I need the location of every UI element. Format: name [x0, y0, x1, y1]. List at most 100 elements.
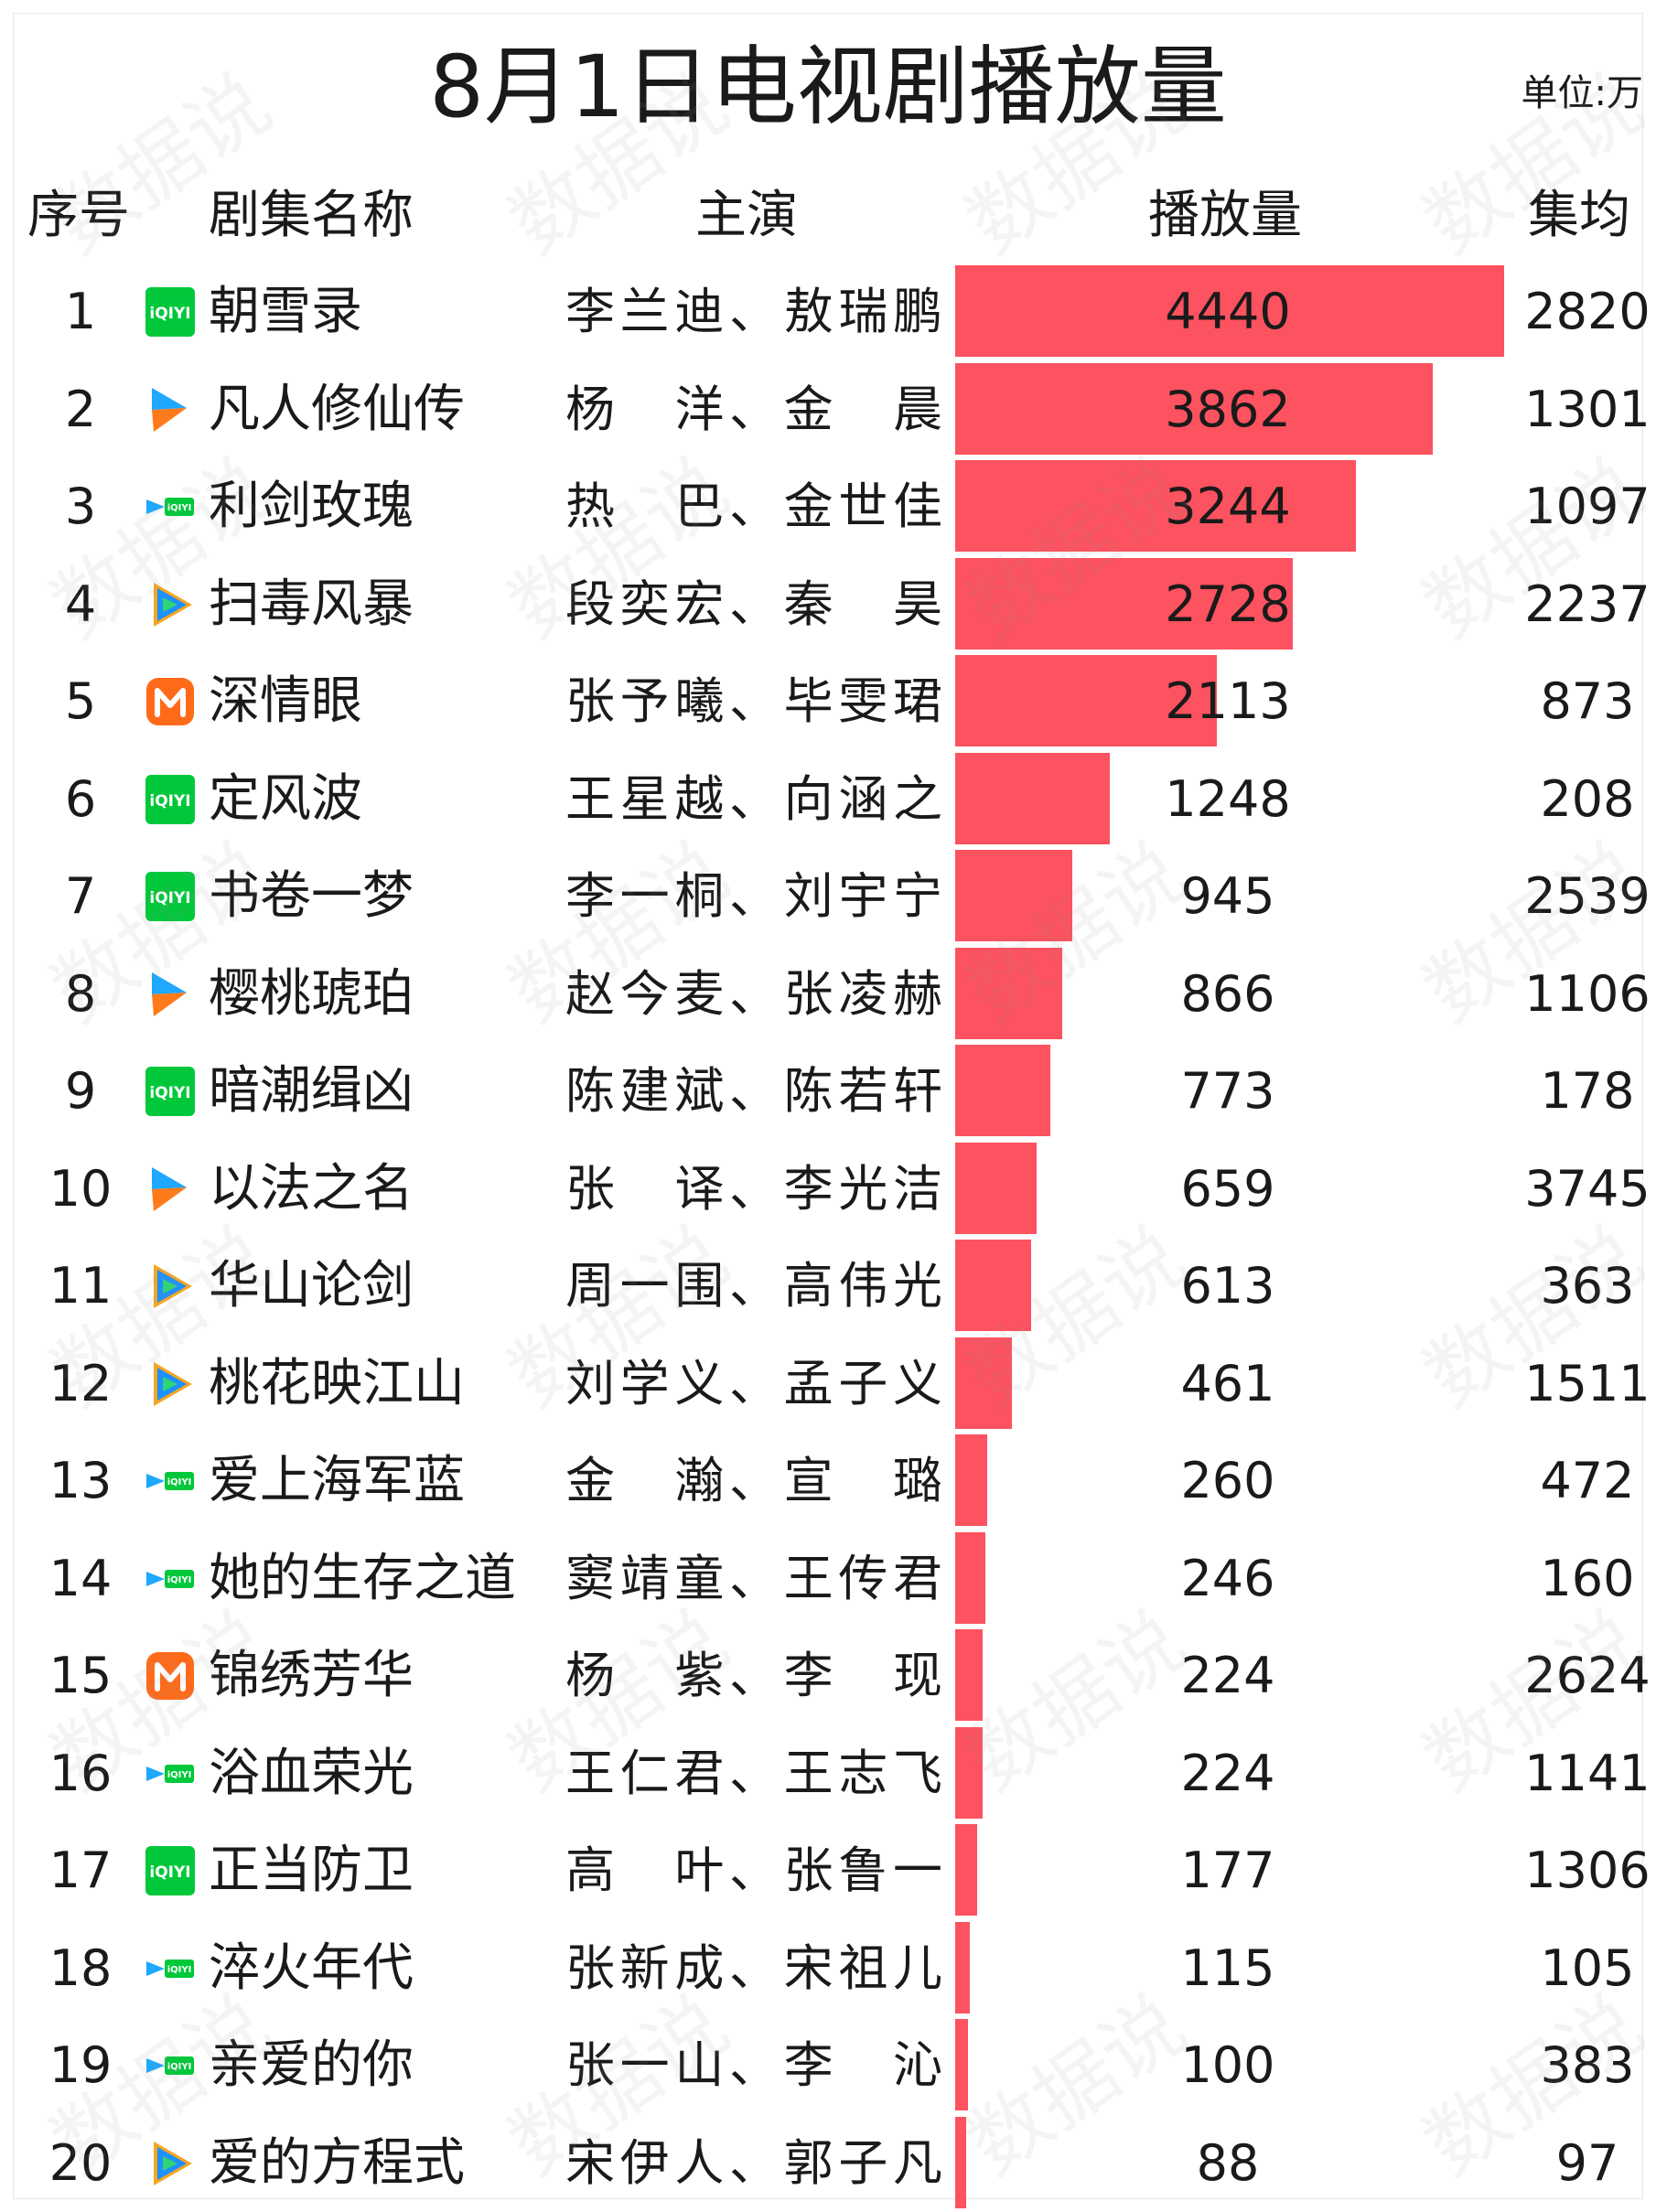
- avg-value: 873: [1540, 672, 1635, 730]
- bar-value-label: 115: [1180, 1938, 1275, 1997]
- drama-actors: 李一桐、刘宇宁: [565, 867, 942, 925]
- drama-actors: 张一山、李 沁: [565, 2036, 942, 2094]
- svg-text:iQIYI: iQIYI: [149, 305, 190, 323]
- row-index: 11: [48, 1257, 113, 1315]
- multi-platform-logo-icon: iQIYI: [145, 481, 196, 532]
- row-index: 4: [64, 574, 97, 633]
- drama-name: 锦绣芳华: [209, 1646, 414, 1705]
- avg-value: 1141: [1524, 1744, 1651, 1802]
- table-row: 19 iQIYI 亲爱的你 张一山、李 沁 100 383: [0, 2016, 1656, 2114]
- iqiyi-logo-icon: iQIYI: [145, 286, 196, 338]
- row-index: 8: [64, 964, 97, 1023]
- table-row: 9 iQIYI 暗潮缉凶 陈建斌、陈若轩 773 178: [0, 1042, 1656, 1140]
- bar-value-label: 224: [1180, 1744, 1275, 1802]
- row-index: 16: [48, 1744, 113, 1802]
- header-views: 播放量: [1148, 186, 1302, 245]
- bar-value-label: 3862: [1165, 380, 1291, 438]
- youku-logo-icon: [145, 384, 196, 435]
- row-index: 14: [48, 1549, 113, 1607]
- avg-value: 1511: [1524, 1354, 1651, 1412]
- youku-logo-icon: [145, 1164, 196, 1215]
- avg-value: 2624: [1524, 1647, 1651, 1704]
- avg-value: 1106: [1524, 964, 1651, 1023]
- bar: [955, 1629, 984, 1721]
- drama-name: 淬火年代: [209, 1938, 414, 1998]
- drama-name: 朝雪录: [209, 282, 362, 341]
- chart-frame: [13, 13, 1643, 2199]
- row-index: 19: [48, 2036, 113, 2094]
- bar-value-label: 659: [1180, 1159, 1275, 1218]
- bar: [955, 752, 1110, 844]
- drama-name: 定风波: [209, 768, 362, 829]
- drama-name: 正当防卫: [209, 1841, 414, 1900]
- bar-value-label: 246: [1180, 1549, 1275, 1607]
- row-index: 20: [48, 2133, 113, 2192]
- bar-value-label: 1248: [1165, 769, 1291, 828]
- header-name: 剧集名称: [209, 186, 414, 245]
- svg-text:iQIYI: iQIYI: [149, 889, 190, 907]
- tencent-video-logo-icon: [145, 579, 196, 630]
- drama-name: 她的生存之道: [209, 1548, 516, 1608]
- drama-actors: 杨 紫、李 现: [565, 1647, 942, 1704]
- avg-value: 383: [1540, 2036, 1635, 2094]
- table-row: 4 扫毒风暴 段奕宏、秦 昊 2728 2237: [0, 555, 1656, 653]
- drama-actors: 王仁君、王志飞: [565, 1744, 942, 1802]
- row-index: 2: [64, 380, 97, 438]
- bar: [955, 1726, 984, 1819]
- row-index: 3: [64, 478, 97, 535]
- multi-platform-logo-icon: iQIYI: [145, 1748, 196, 1799]
- table-row: 11 华山论剑 周一围、高伟光 613 363: [0, 1237, 1656, 1335]
- bar: [955, 362, 1433, 455]
- youku-logo-icon: [145, 969, 196, 1020]
- drama-name: 扫毒风暴: [209, 574, 414, 634]
- bar-value-label: 177: [1180, 1842, 1275, 1899]
- drama-name: 暗潮缉凶: [209, 1061, 414, 1121]
- bar-value-label: 945: [1180, 867, 1275, 925]
- bar: [955, 655, 1217, 746]
- avg-value: 1301: [1524, 380, 1651, 438]
- row-index: 7: [64, 867, 97, 925]
- drama-actors: 段奕宏、秦 昊: [565, 574, 942, 633]
- bar-value-label: 4440: [1165, 283, 1291, 340]
- table-row: 5 深情眼 张予曦、毕雯珺 2113 873: [0, 652, 1656, 750]
- drama-actors: 王星越、向涵之: [565, 769, 942, 828]
- drama-name: 凡人修仙传: [209, 379, 465, 439]
- drama-actors: 金 瀚、宣 璐: [565, 1452, 942, 1509]
- avg-value: 1306: [1524, 1842, 1651, 1899]
- header-avg: 集均: [1528, 186, 1630, 245]
- row-index: 15: [48, 1647, 113, 1704]
- drama-actors: 张新成、宋祖儿: [565, 1938, 942, 1997]
- drama-actors: 杨 洋、金 晨: [565, 380, 942, 438]
- drama-name: 樱桃琥珀: [209, 963, 414, 1024]
- table-row: 13 iQIYI 爱上海军蓝 金 瀚、宣 璐 260 472: [0, 1432, 1656, 1530]
- header-index: 序号: [27, 186, 130, 245]
- bar: [955, 265, 1504, 357]
- avg-value: 105: [1540, 1938, 1635, 1997]
- row-index: 9: [64, 1062, 97, 1120]
- row-index: 17: [48, 1842, 113, 1899]
- table-row: 1 iQIYI 朝雪录 李兰迪、敖瑞鹏 4440 2820: [0, 263, 1656, 360]
- bar: [955, 947, 1063, 1039]
- bar: [955, 1142, 1038, 1234]
- bar: [955, 850, 1072, 941]
- bar: [955, 1337, 1013, 1429]
- row-index: 12: [48, 1354, 113, 1412]
- bar-value-label: 3244: [1165, 478, 1291, 535]
- avg-value: 2820: [1524, 283, 1651, 340]
- bar-value-label: 773: [1180, 1062, 1275, 1120]
- table-row: 10 以法之名 张 译、李光洁 659 3745: [0, 1140, 1656, 1238]
- avg-value: 3745: [1524, 1159, 1651, 1218]
- svg-text:iQIYI: iQIYI: [167, 1575, 192, 1585]
- bar: [955, 1824, 977, 1916]
- bar: [955, 1531, 986, 1624]
- drama-name: 爱的方程式: [209, 2132, 465, 2193]
- bar: [955, 1434, 988, 1526]
- row-index: 6: [64, 769, 97, 828]
- tencent-video-logo-icon: [145, 1261, 196, 1312]
- multi-platform-logo-icon: iQIYI: [145, 1943, 196, 1994]
- bar: [955, 460, 1357, 552]
- mgtv-logo-icon: [145, 676, 196, 727]
- bar: [955, 1240, 1031, 1331]
- drama-actors: 窦靖童、王传君: [565, 1549, 942, 1607]
- row-index: 1: [64, 283, 97, 340]
